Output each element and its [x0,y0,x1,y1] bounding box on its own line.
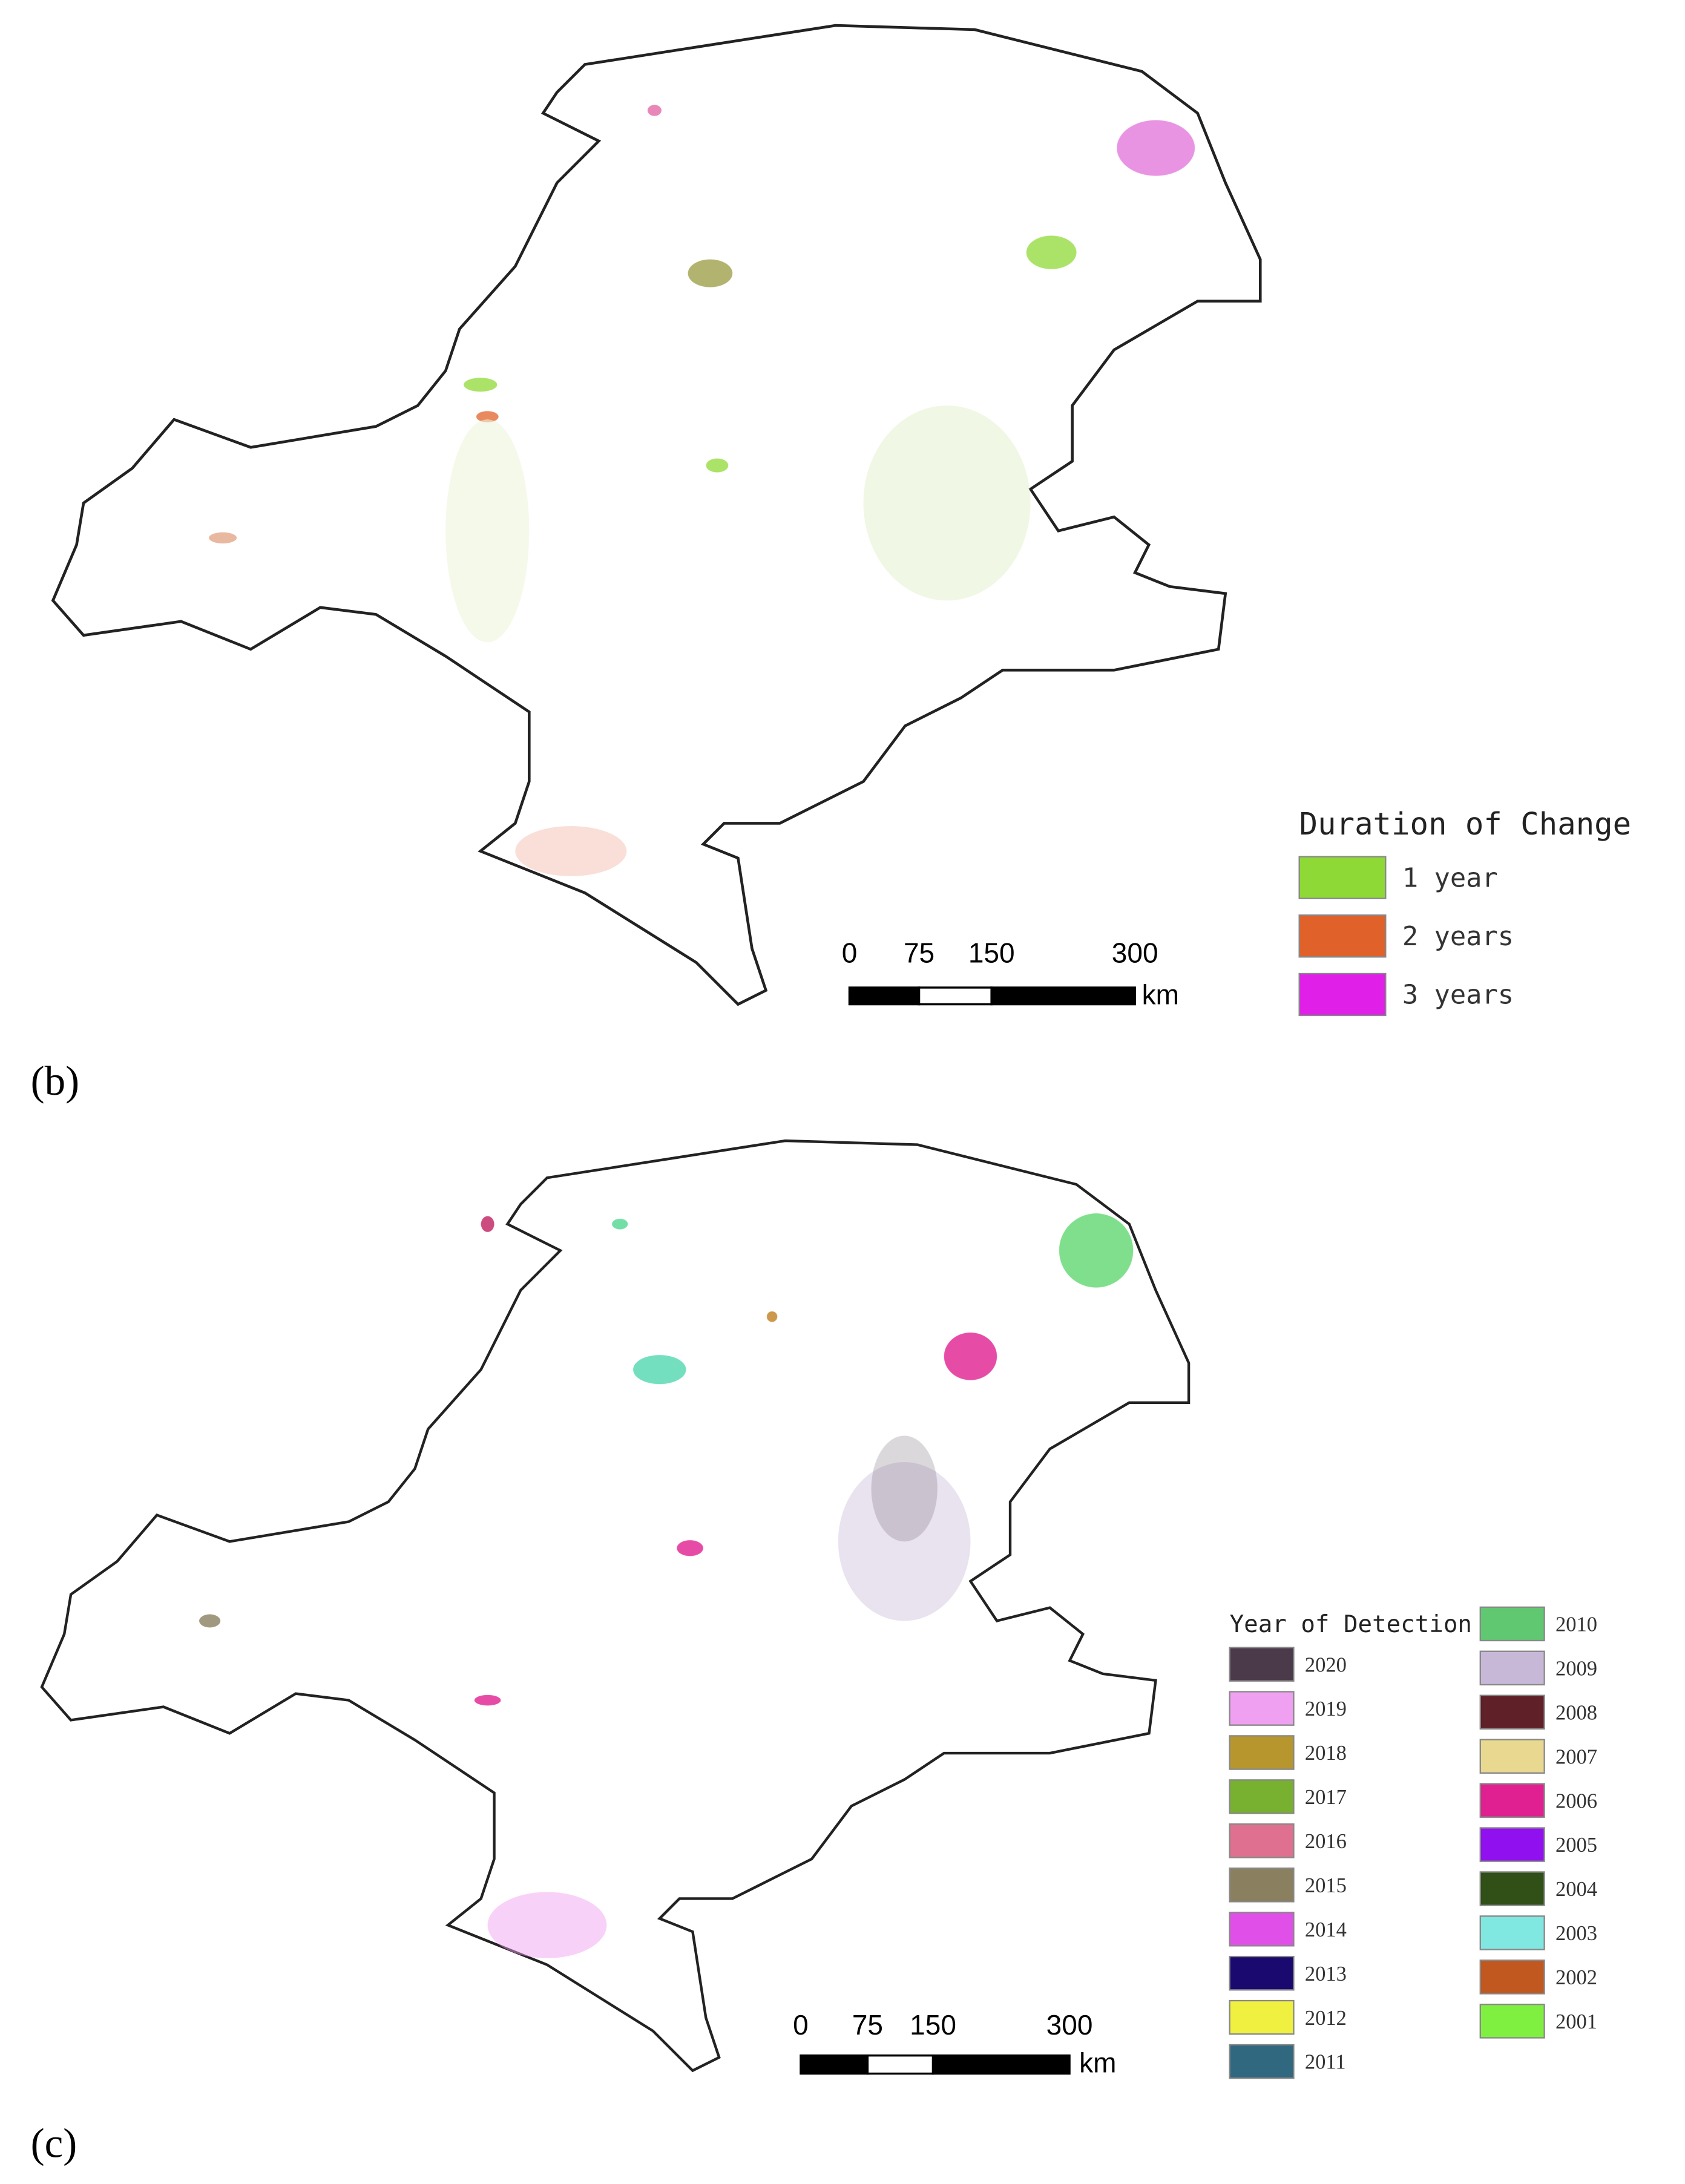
detection-patches [199,1213,1134,1958]
scale-tick-label: 0 [842,937,858,969]
legend-label: 2004 [1555,1878,1597,1901]
legend-label: 2005 [1555,1834,1597,1857]
legend-label: 2006 [1555,1789,1597,1812]
legend-swatch [1229,1735,1295,1770]
legend-swatch [1229,1823,1295,1858]
scale-tick-label: 75 [852,2009,883,2041]
scale-bar-segment [990,986,1136,1006]
legend-swatch [1229,1779,1295,1814]
legend-label: 2008 [1555,1701,1597,1724]
legend-swatch [1229,1647,1295,1682]
legend-swatch [1298,914,1387,958]
annotations: (b) Duration of Change 1 year 2 years 3 year… [31,806,1632,2166]
legend-label: 2010 [1555,1613,1597,1636]
legend-label: 1 year [1402,862,1498,893]
legend-swatch [1479,1606,1545,1642]
legend-swatch [1298,972,1387,1017]
legend-swatch [1229,1955,1295,1991]
legend-title: Year of Detection [1230,1611,1472,1638]
legend-title: Duration of Change [1299,806,1631,842]
legend-swatch [1479,1650,1545,1686]
legend-swatch [1479,2004,1545,2039]
panel-label: (c) [31,2120,77,2166]
legend-swatch [1479,1783,1545,1818]
legend-label: 2007 [1555,1745,1597,1768]
scale-tick-label: 150 [910,2009,956,2041]
scale-unit: km [1142,979,1179,1011]
legend-swatch [1479,1694,1545,1730]
legend-label: 2017 [1305,1786,1347,1809]
scale-tick-label: 300 [1112,937,1158,969]
legend-label: 2014 [1305,1918,1347,1941]
legend-swatch [1479,1915,1545,1950]
scale-tick-label: 150 [968,937,1015,969]
legend-label: 2 years [1402,921,1514,952]
legend-label: 2003 [1555,1922,1597,1945]
legend-swatch [1229,1911,1295,1947]
legend-label: 2018 [1305,1742,1347,1765]
scale-bar-segment [800,2054,869,2075]
scale-bar-segment [866,2054,934,2075]
change-patches [209,105,1195,876]
legend-swatch [1479,1959,1545,1995]
panel-label: (b) [31,1057,79,1104]
legend-swatch [1479,1871,1545,1906]
legend-label: 2013 [1305,1963,1347,1986]
legend-swatch [1229,1691,1295,1726]
region-outline [42,1141,1189,2071]
scale-tick-label: 0 [793,2009,809,2041]
legend-label: 2002 [1555,1966,1597,1989]
legend-label: 2016 [1305,1830,1347,1853]
legend-swatch [1229,2044,1295,2079]
legend-label: 2009 [1555,1658,1597,1681]
legend-label: 2015 [1305,1874,1347,1897]
scale-tick-label: 75 [904,937,934,969]
scale-bar-segment [918,986,993,1006]
legend-swatch [1229,1999,1295,2035]
legend-label: 2011 [1305,2051,1346,2074]
legend-label: 2001 [1555,2010,1597,2033]
scale-bar-segment [848,986,921,1006]
legend-label: 2019 [1305,1697,1347,1720]
map-b [53,25,1260,1004]
legend-swatch [1479,1827,1545,1862]
legend-swatch [1298,856,1387,899]
scale-bar-segment [931,2054,1071,2075]
legend-swatch [1479,1739,1545,1774]
legend-label: 3 years [1402,980,1514,1011]
legend-swatch [1229,1868,1295,1903]
map-c [42,1141,1189,2071]
region-outline [53,25,1260,1004]
scale-unit: km [1079,2047,1116,2078]
legend-label: 2020 [1305,1653,1347,1676]
scale-tick-label: 300 [1046,2009,1093,2041]
legend-label: 2012 [1305,2007,1347,2030]
